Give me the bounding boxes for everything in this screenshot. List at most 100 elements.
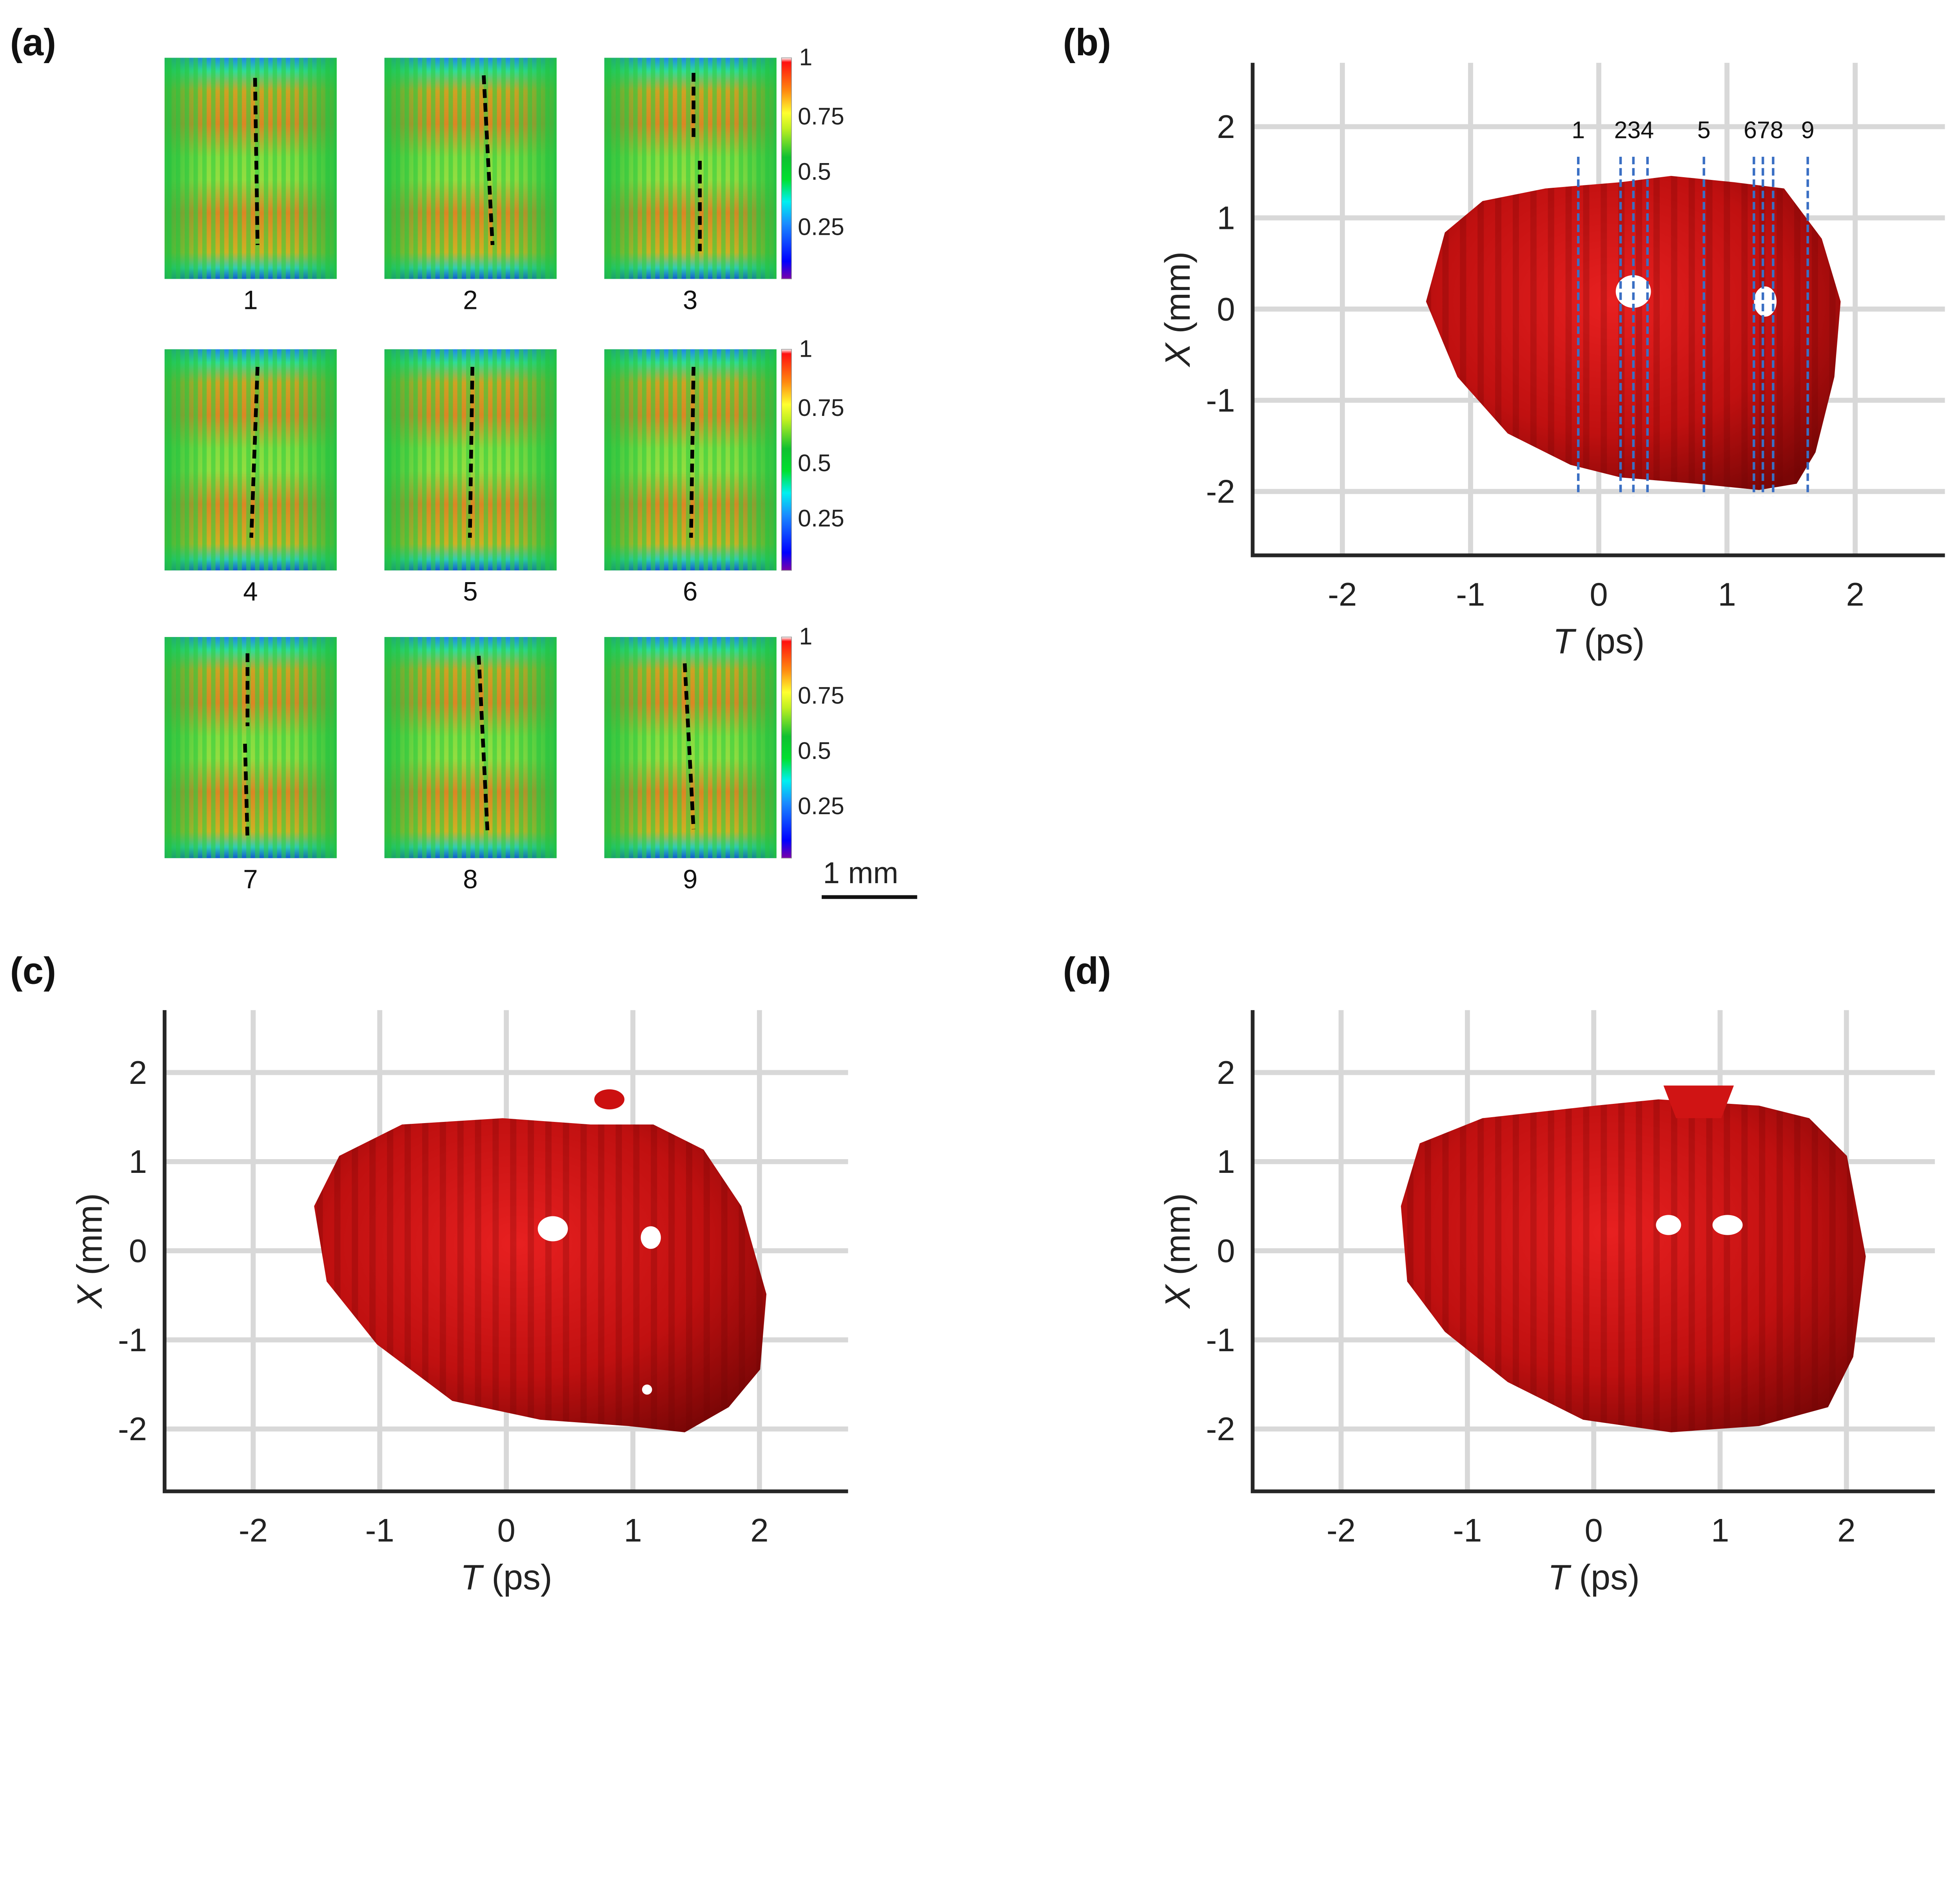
slice-label: 234 xyxy=(1614,117,1654,143)
y-tick-label: 2 xyxy=(1217,109,1235,145)
phase-dislocation-line xyxy=(468,367,474,538)
x-tick-label: 2 xyxy=(1837,1512,1855,1549)
y-tick-label: -1 xyxy=(1206,1322,1235,1358)
y-tick-label: 1 xyxy=(1217,200,1235,236)
panel-label-c: (c) xyxy=(10,950,56,992)
snapshot-grid: 1 2 3 4 5 6 7 8 9 1 0.75 0.5 0.25 1 0.75 0.5 0.25 1 0.75 0.… xyxy=(164,44,844,894)
snapshot-label: 2 xyxy=(463,285,477,315)
snapshot-label: 7 xyxy=(243,865,258,894)
colorbar: 1 0.75 0.5 0.25 xyxy=(781,335,844,571)
y-tick-label: 2 xyxy=(129,1054,147,1091)
snapshot-label: 4 xyxy=(243,577,258,606)
colorbar-tick-label: 0.25 xyxy=(798,505,844,532)
x-tick-label: 1 xyxy=(1711,1512,1729,1549)
snapshot-5: 5 xyxy=(384,349,557,606)
colorbar-tick-label: 0.25 xyxy=(798,793,844,819)
isosurface-d xyxy=(1401,1085,1866,1432)
axis-lines xyxy=(1250,63,1945,557)
y-tick-label: -2 xyxy=(118,1411,147,1447)
y-axis-label: X (mm) xyxy=(1158,1193,1198,1309)
colorbar-tick-label: 0.5 xyxy=(798,450,831,476)
x-tick-label: 2 xyxy=(750,1512,768,1549)
x-tick-label: -1 xyxy=(1456,576,1485,613)
snapshot-2: 2 xyxy=(384,58,557,315)
phase-dislocation-line xyxy=(249,367,260,538)
colorbar-scale xyxy=(781,349,792,571)
slice-label: 5 xyxy=(1697,117,1711,143)
y-tick-label: -1 xyxy=(1206,382,1235,419)
axis-lines xyxy=(163,1010,848,1494)
x-tick-label: -1 xyxy=(1453,1512,1482,1549)
slice-label: 9 xyxy=(1801,117,1815,143)
phase-dislocation-line xyxy=(477,655,490,832)
y-tick-label: -2 xyxy=(1206,1411,1235,1447)
y-tick-label: 0 xyxy=(129,1233,147,1269)
colorbar-tick-label: 0.5 xyxy=(798,737,831,764)
snapshot-label: 6 xyxy=(683,577,697,606)
slice-label: 678 xyxy=(1744,117,1784,143)
colorbar-tick-label: 1 xyxy=(799,623,812,650)
slice-label: 1 xyxy=(1572,117,1585,143)
x-axis-label: T (ps) xyxy=(1553,622,1644,661)
colorbar-scale xyxy=(781,57,792,279)
x-tick-label: -2 xyxy=(1328,576,1357,613)
snapshot-label: 9 xyxy=(683,865,697,894)
snapshot-8: 8 xyxy=(384,637,557,894)
intensity-edge xyxy=(384,58,557,279)
isosurface-c xyxy=(314,1089,767,1432)
x-axis-label: T (ps) xyxy=(461,1558,552,1597)
snapshot-4: 4 xyxy=(164,349,337,606)
y-tick-label: 0 xyxy=(1217,1233,1235,1269)
x-tick-label: 1 xyxy=(624,1512,642,1549)
intensity-edge xyxy=(384,637,557,858)
y-axis-label: X (mm) xyxy=(1158,251,1198,367)
panel-label-a: (a) xyxy=(10,22,56,64)
intensity-edge xyxy=(164,58,337,279)
phase-dislocation-line xyxy=(243,744,250,840)
intensity-edge xyxy=(164,637,337,858)
colorbar-tick-label: 0.25 xyxy=(798,213,844,240)
colorbar-tick-label: 0.75 xyxy=(798,394,844,421)
y-tick-label: 1 xyxy=(129,1143,147,1180)
x-tick-label: 2 xyxy=(1846,576,1864,613)
colorbar: 1 0.75 0.5 0.25 xyxy=(781,623,844,858)
phase-dislocation-line xyxy=(253,78,260,245)
snapshot-label: 8 xyxy=(463,865,477,894)
y-tick-label: 2 xyxy=(1217,1054,1235,1091)
x-tick-label: -1 xyxy=(365,1512,394,1549)
intensity-edge xyxy=(604,58,777,279)
axis-lines xyxy=(1250,1010,1935,1494)
snapshot-7: 7 xyxy=(164,637,337,894)
colorbar-tick-label: 0.5 xyxy=(798,158,831,185)
panel-label-d: (d) xyxy=(1063,950,1111,992)
x-tick-label: 0 xyxy=(1590,576,1608,613)
y-tick-label: -2 xyxy=(1206,474,1235,510)
y-tick-label: 0 xyxy=(1217,291,1235,327)
x-axis-label: T (ps) xyxy=(1548,1558,1640,1597)
colorbar-tick-label: 0.75 xyxy=(798,103,844,129)
colorbar-tick-label: 1 xyxy=(799,44,812,71)
y-tick-label: -1 xyxy=(118,1322,147,1358)
colorbar-scale xyxy=(781,637,792,858)
x-tick-label: 1 xyxy=(1718,576,1736,613)
y-axis-label: X (mm) xyxy=(71,1193,110,1309)
phase-dislocation-line xyxy=(482,75,495,245)
snapshot-9: 9 xyxy=(604,637,777,894)
panel-label-b: (b) xyxy=(1063,22,1111,64)
snapshot-3: 3 xyxy=(604,58,777,315)
colorbar: 1 0.75 0.5 0.25 xyxy=(781,44,844,279)
x-tick-label: 0 xyxy=(1585,1512,1603,1549)
snapshot-6: 6 xyxy=(604,349,777,606)
slice-markers: 1 234 5 678 9 xyxy=(1572,117,1815,496)
snapshot-label: 1 xyxy=(243,285,258,315)
phase-dislocation-line xyxy=(682,663,696,829)
figure: (a) (b) (c) (d) 1 2 34 5 67 8 910.750.50.2510.… xyxy=(10,22,1945,1597)
x-tick-label: -2 xyxy=(1327,1512,1356,1549)
snapshot-label: 3 xyxy=(683,285,697,315)
colorbar-tick-label: 1 xyxy=(799,335,812,362)
colorbar-tick-label: 0.75 xyxy=(798,682,844,709)
snapshot-1: 1 xyxy=(164,58,337,315)
phase-dislocation-line xyxy=(689,367,696,538)
scale-bar-label: 1 mm xyxy=(823,856,898,890)
x-tick-label: 0 xyxy=(497,1512,515,1549)
